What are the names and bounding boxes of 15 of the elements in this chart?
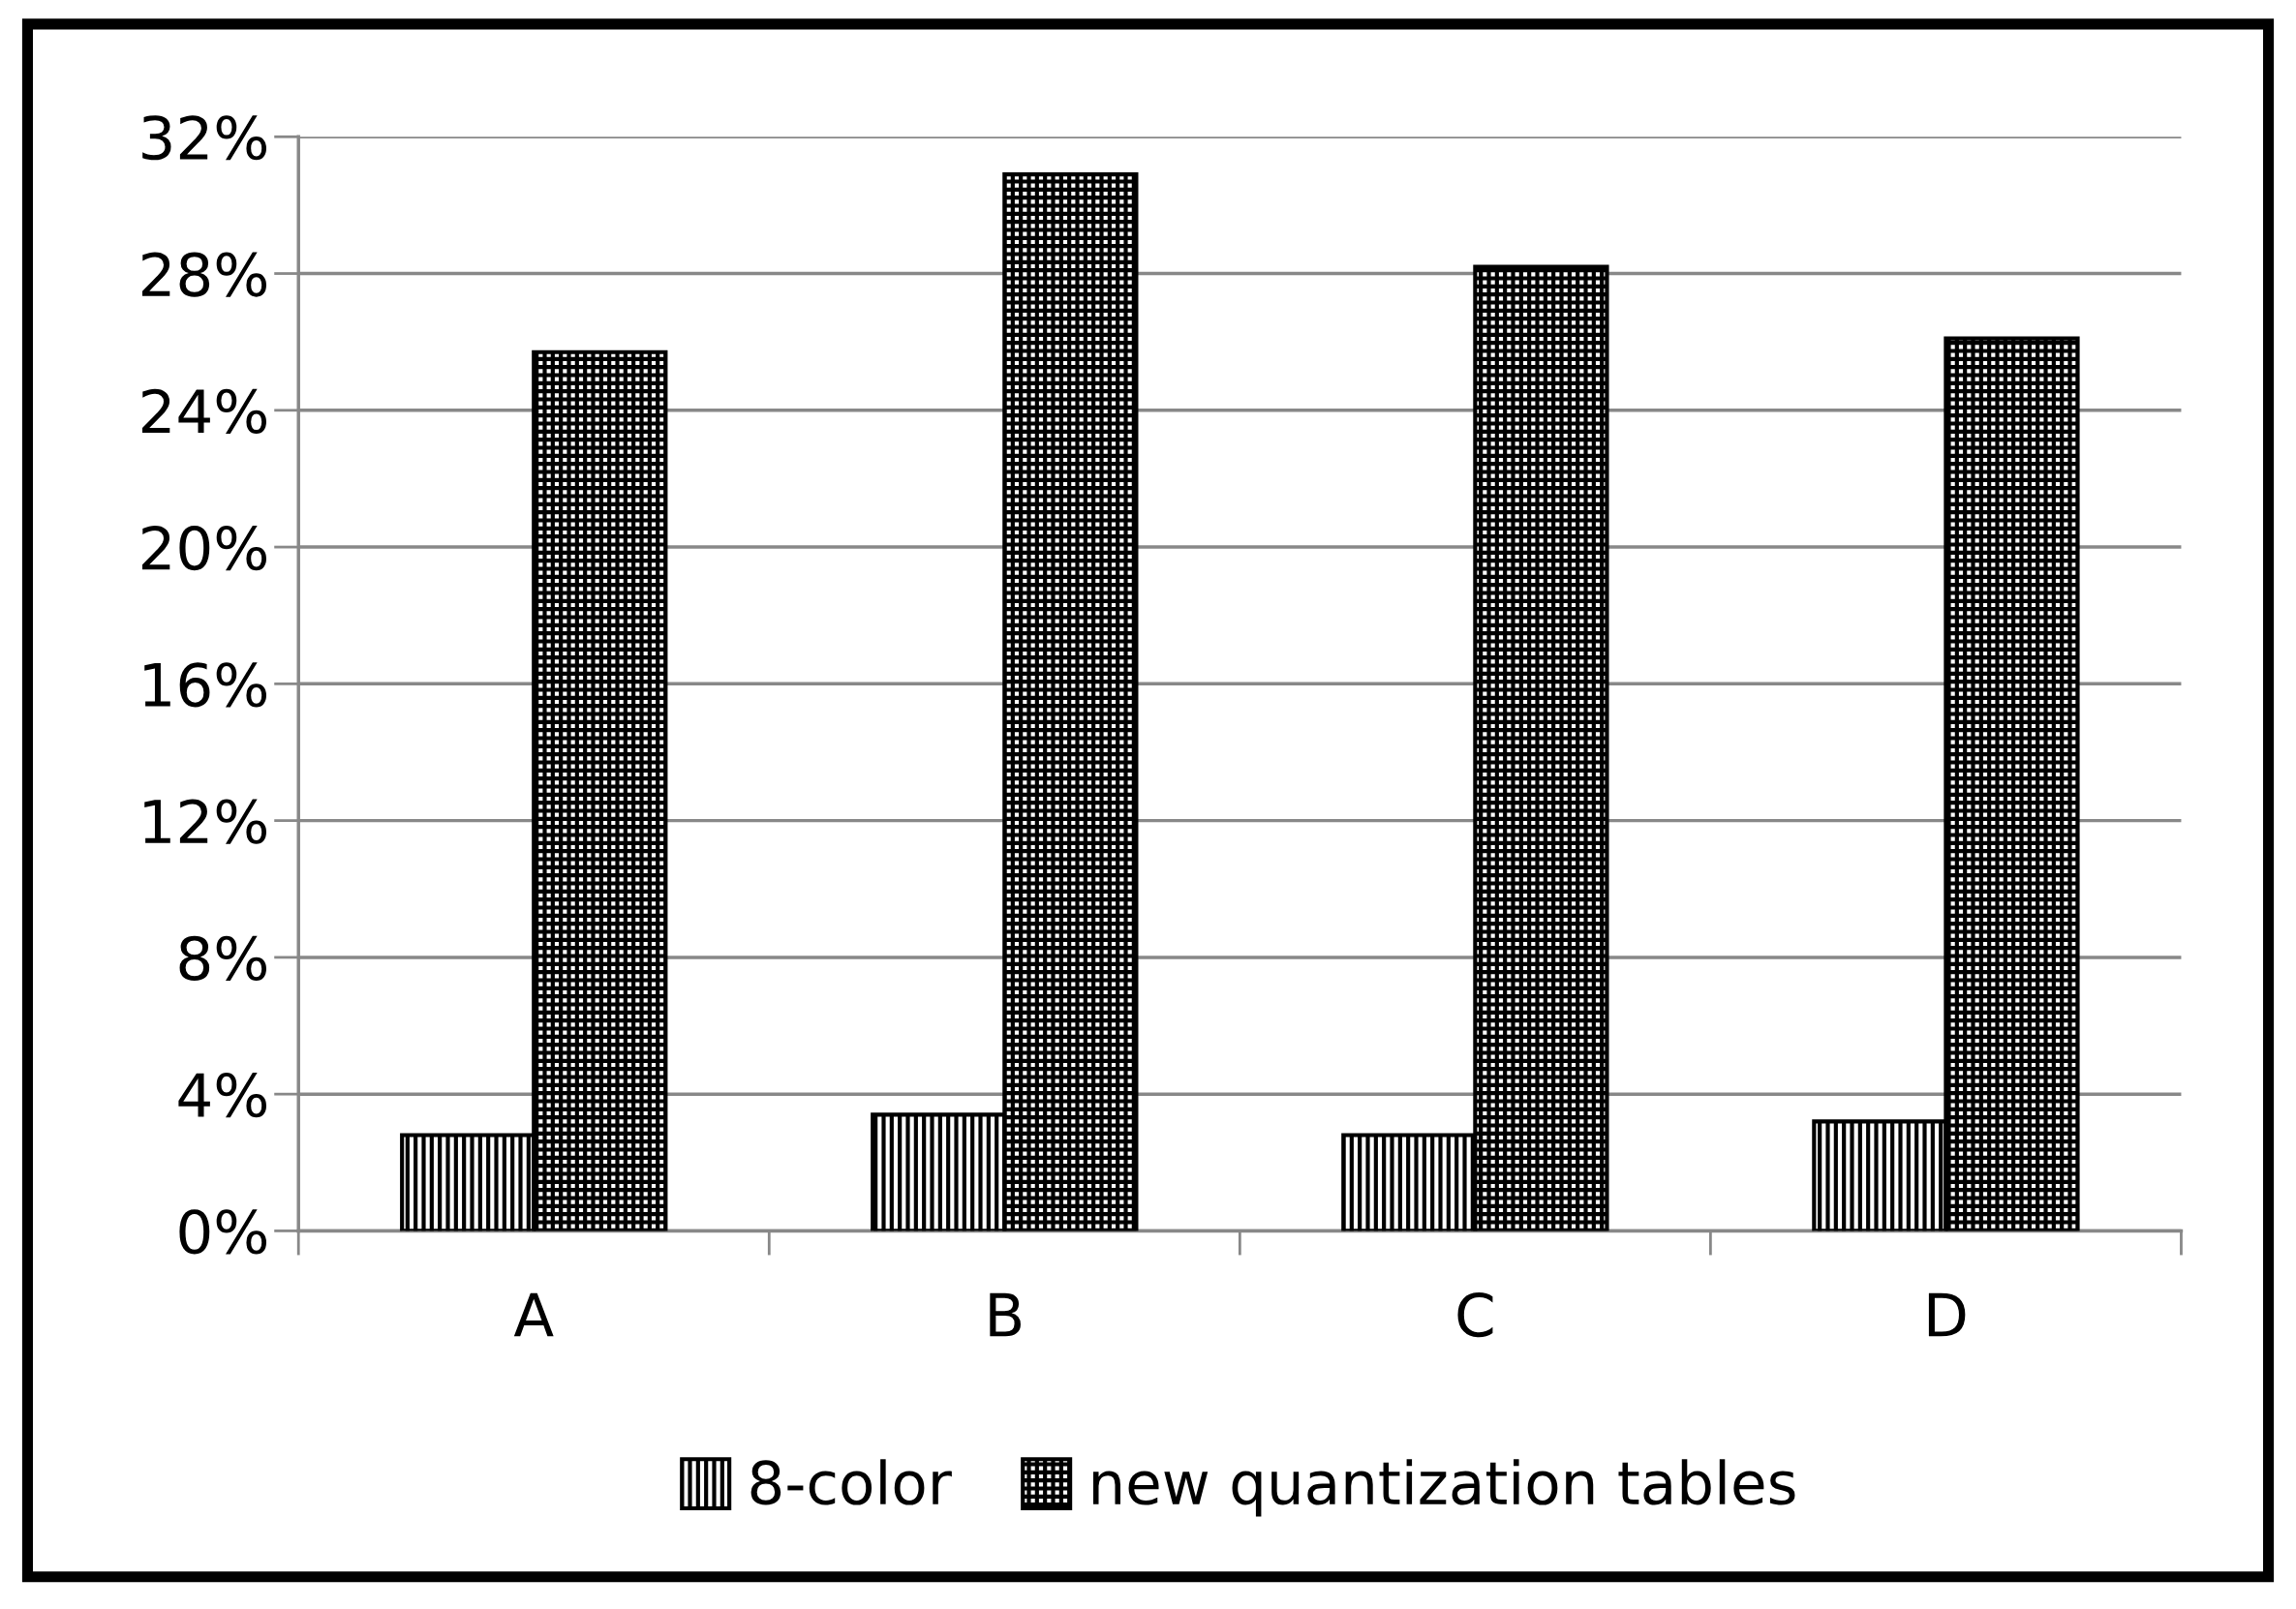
legend-label: new quantization tables bbox=[1092, 1459, 1795, 1517]
x-tick-label: D bbox=[1928, 1292, 1966, 1337]
x-tick-label: A bbox=[513, 1292, 554, 1337]
y-tick-label: 24% bbox=[142, 388, 266, 434]
y-tick-label: 32% bbox=[142, 115, 266, 161]
y-tick-label: 8% bbox=[179, 935, 266, 981]
x-tick-label: B bbox=[990, 1292, 1021, 1337]
y-tick-label: 16% bbox=[144, 662, 266, 708]
y-tick-label: 28% bbox=[142, 252, 266, 297]
y-tick-label: 12% bbox=[144, 799, 266, 844]
y-tick-label: 4% bbox=[178, 1073, 266, 1118]
x-tick-label: C bbox=[1457, 1292, 1493, 1338]
legend-label: 8-color bbox=[750, 1459, 952, 1505]
y-tick-label: 0% bbox=[179, 1209, 266, 1255]
y-tick-label: 20% bbox=[142, 525, 266, 571]
